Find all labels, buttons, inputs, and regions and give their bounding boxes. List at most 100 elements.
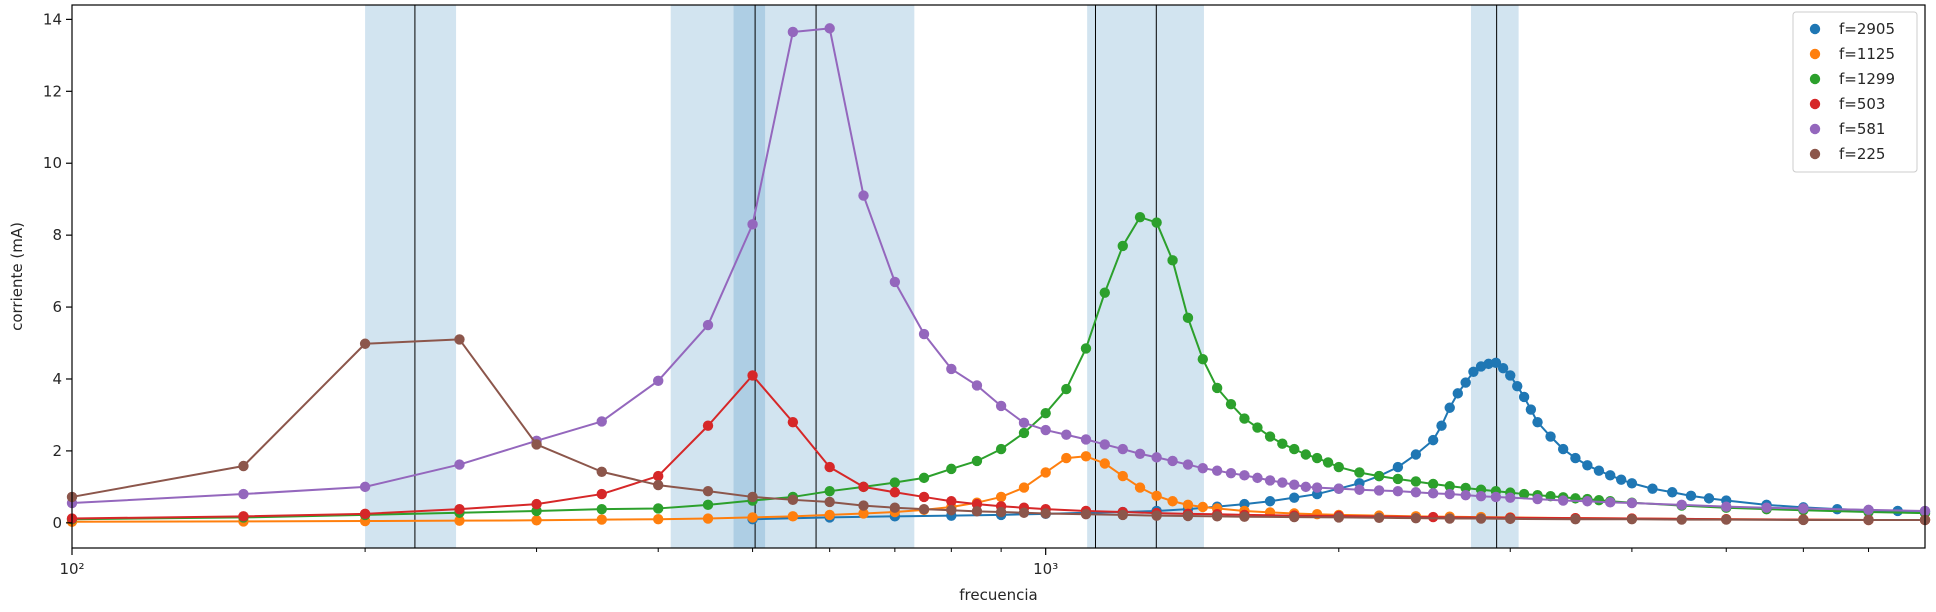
data-point <box>531 439 542 450</box>
data-point <box>1452 388 1463 399</box>
data-point <box>702 499 714 511</box>
data-point <box>1721 501 1732 512</box>
data-point <box>1647 483 1658 494</box>
data-point <box>1410 449 1422 460</box>
data-point <box>1151 452 1162 463</box>
data-point <box>1666 487 1678 498</box>
data-point <box>1289 492 1300 503</box>
data-point <box>1427 511 1439 523</box>
data-point <box>1264 496 1276 507</box>
data-point <box>1626 514 1638 525</box>
data-point <box>1018 427 1030 439</box>
data-point <box>1040 467 1051 478</box>
legend-marker <box>1809 148 1821 160</box>
data-point <box>1117 240 1128 252</box>
data-point <box>1444 480 1455 492</box>
data-point <box>653 479 664 491</box>
data-point <box>1322 457 1334 468</box>
data-point <box>1570 493 1581 504</box>
legend-entry: f=225 <box>1839 145 1885 163</box>
data-point <box>1197 354 1209 365</box>
data-point <box>971 506 983 517</box>
data-point <box>787 26 799 38</box>
data-point <box>1863 514 1874 526</box>
x-tick-label: 10³ <box>1033 560 1058 578</box>
data-point <box>1289 443 1300 455</box>
data-point <box>653 503 664 514</box>
data-point <box>1615 474 1627 485</box>
legend-entry: f=1299 <box>1839 70 1895 88</box>
data-point <box>1626 497 1638 509</box>
data-point <box>1460 377 1471 388</box>
legend-marker <box>1809 123 1821 135</box>
data-point <box>1475 513 1487 524</box>
data-point <box>1605 470 1616 481</box>
data-point <box>1427 478 1439 490</box>
data-point <box>918 472 930 484</box>
data-point <box>1593 494 1605 506</box>
data-point <box>1373 485 1385 496</box>
data-point <box>1444 402 1455 413</box>
data-point <box>858 508 869 519</box>
data-point <box>1239 413 1250 424</box>
data-point <box>702 319 714 331</box>
data-point <box>971 380 983 391</box>
data-point <box>1167 496 1178 507</box>
legend-marker <box>1809 23 1821 35</box>
data-point <box>1040 508 1051 519</box>
data-point <box>747 219 758 230</box>
data-series <box>66 23 1931 527</box>
data-point <box>1300 481 1312 493</box>
data-point <box>1582 460 1593 471</box>
data-point <box>1211 465 1223 476</box>
data-point <box>1061 383 1072 395</box>
data-point <box>971 455 983 467</box>
data-point <box>1373 470 1385 482</box>
data-point <box>1277 438 1288 449</box>
data-point <box>1080 451 1092 462</box>
legend-marker <box>1809 48 1821 60</box>
data-point <box>1225 468 1237 479</box>
data-point <box>858 190 869 201</box>
data-point <box>1392 461 1404 473</box>
data-point <box>653 514 664 525</box>
data-point <box>1721 514 1732 525</box>
data-point <box>1080 508 1092 520</box>
data-point <box>1468 366 1479 377</box>
y-tick-label: 6 <box>52 298 62 316</box>
data-point <box>702 420 714 431</box>
data-point <box>946 505 957 516</box>
data-point <box>1300 449 1312 460</box>
legend-marker <box>1809 98 1821 110</box>
data-point <box>1333 512 1344 523</box>
data-point <box>454 515 465 526</box>
data-point <box>995 491 1007 503</box>
data-point <box>238 460 249 472</box>
data-point <box>1427 434 1439 446</box>
data-point <box>1252 472 1263 484</box>
data-point <box>1239 511 1250 522</box>
data-point <box>596 466 607 477</box>
data-point <box>1557 443 1569 455</box>
data-point <box>1863 504 1874 516</box>
highlight-band-0 <box>365 5 457 548</box>
data-point <box>1497 362 1509 374</box>
data-point <box>1505 492 1516 503</box>
y-tick-label: 0 <box>52 514 62 532</box>
y-tick-label: 8 <box>52 226 62 244</box>
data-point <box>1333 461 1344 473</box>
data-point <box>1182 459 1194 470</box>
data-point <box>1061 452 1072 464</box>
data-point <box>531 515 542 526</box>
data-point <box>702 513 714 524</box>
data-point <box>1167 255 1178 266</box>
data-point <box>995 443 1007 455</box>
data-point <box>1373 512 1385 523</box>
data-point <box>918 328 930 340</box>
data-point <box>1211 382 1223 394</box>
data-point <box>889 477 901 488</box>
data-point <box>1289 479 1300 490</box>
data-point <box>1626 478 1638 489</box>
data-point <box>454 334 465 345</box>
